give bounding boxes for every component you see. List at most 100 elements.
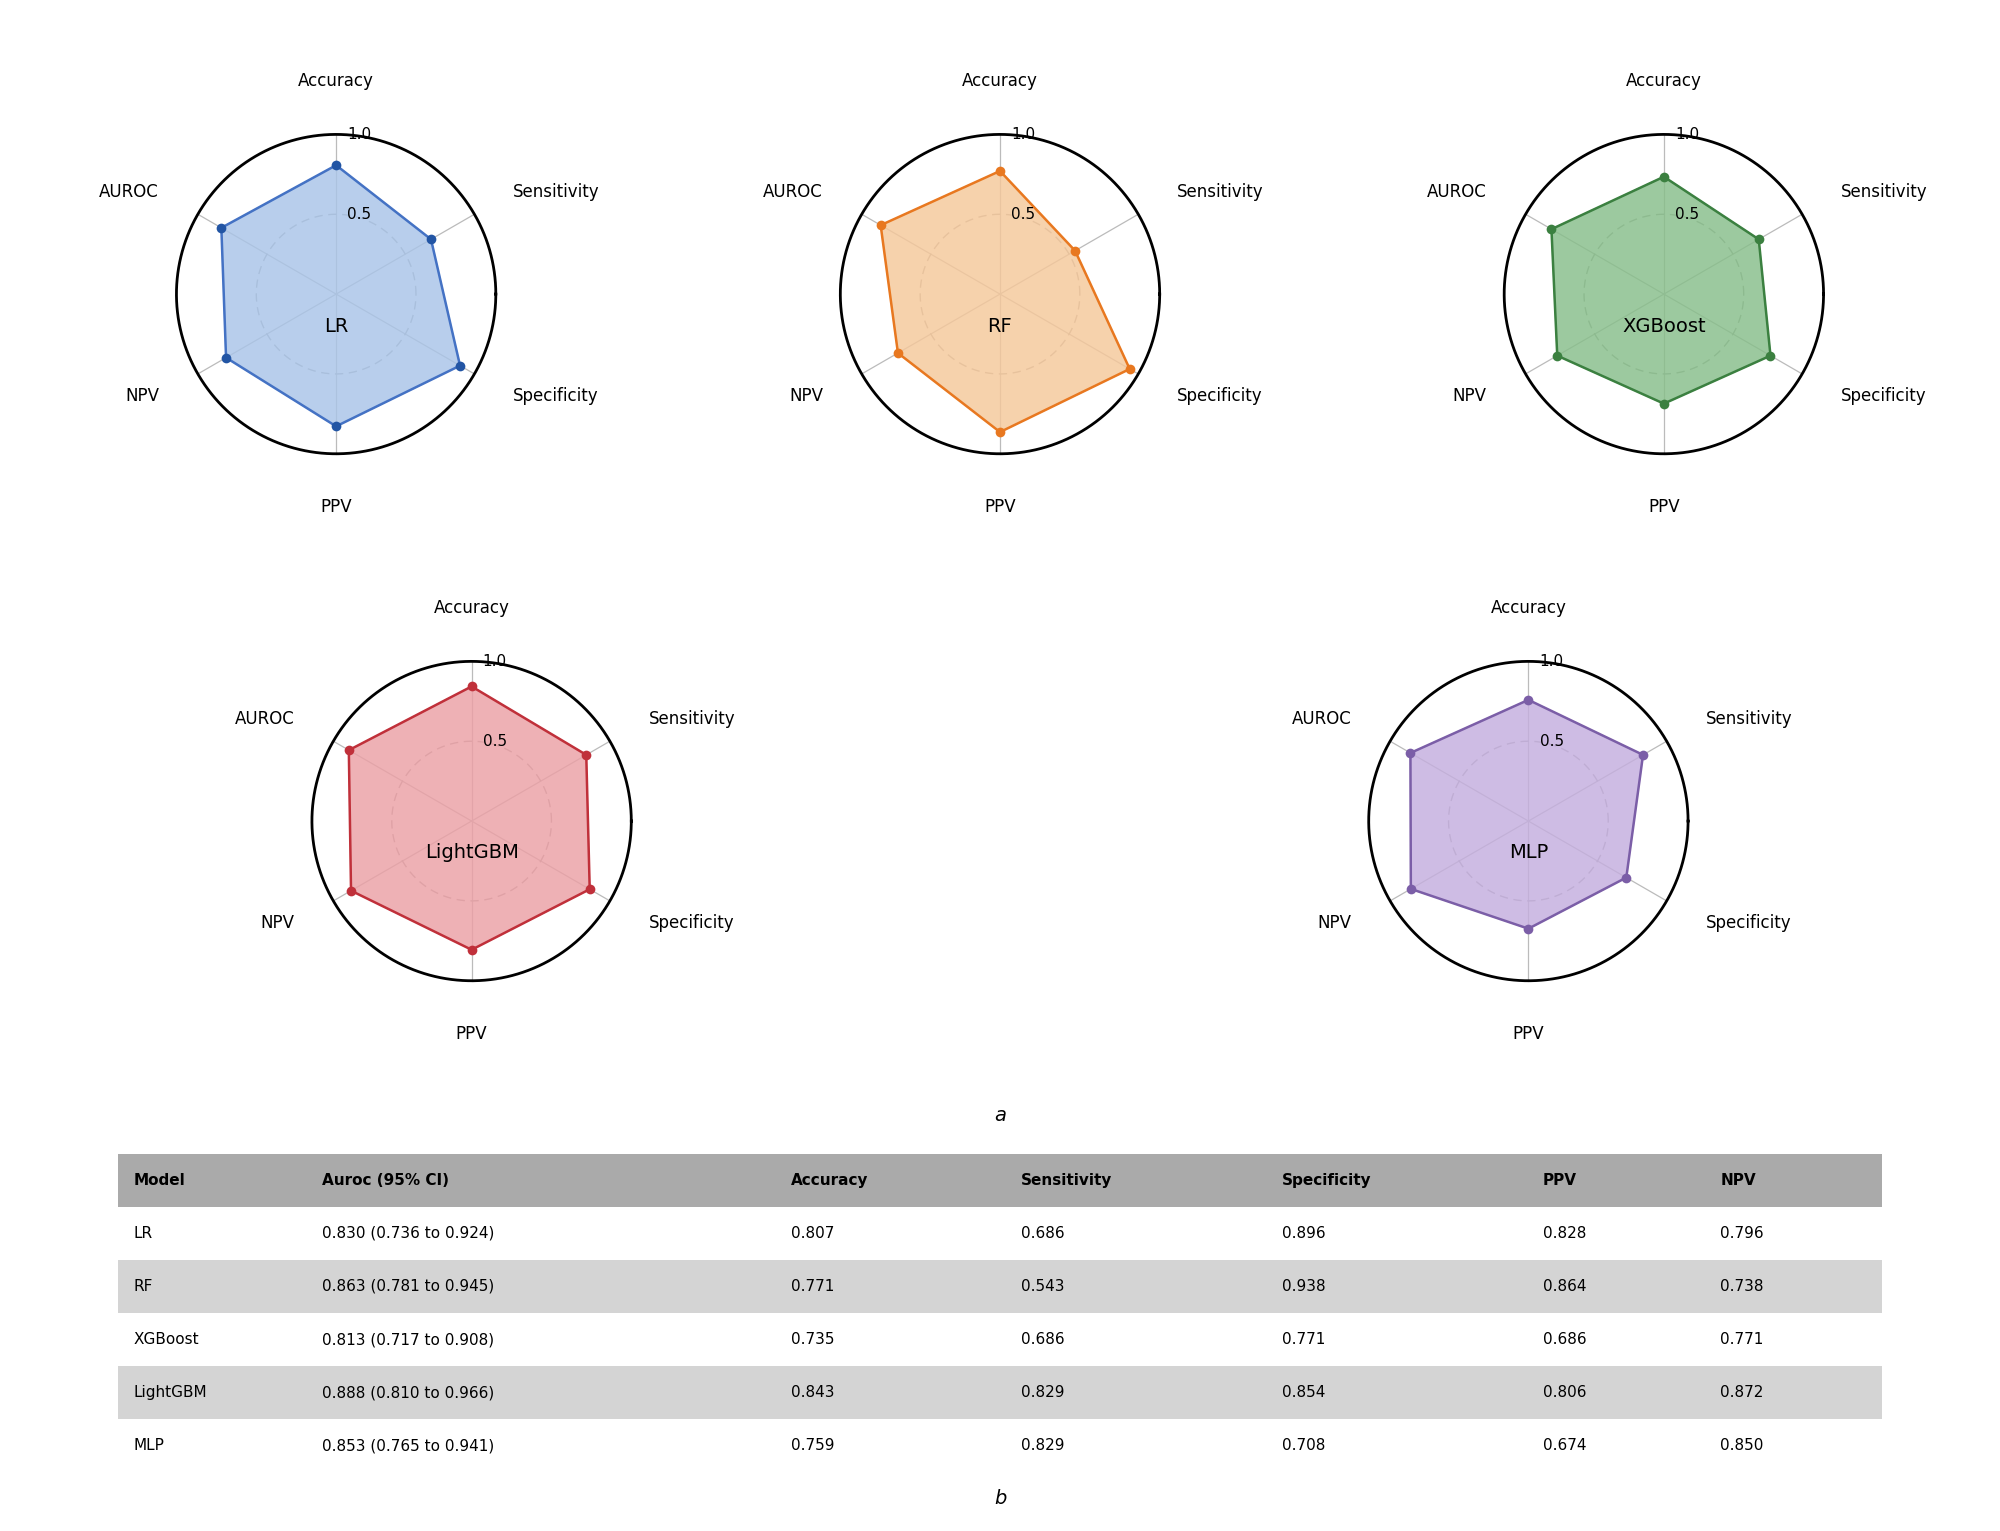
Text: b: b xyxy=(994,1490,1006,1508)
Text: 0.674: 0.674 xyxy=(1542,1439,1586,1453)
Text: 0.771: 0.771 xyxy=(1720,1332,1764,1347)
Text: PPV: PPV xyxy=(456,1026,488,1044)
Text: 0.807: 0.807 xyxy=(792,1226,834,1240)
Text: RF: RF xyxy=(134,1278,154,1294)
Text: Sensitivity: Sensitivity xyxy=(648,710,736,727)
Text: 0.850: 0.850 xyxy=(1720,1439,1764,1453)
Polygon shape xyxy=(880,171,1130,432)
Text: Accuracy: Accuracy xyxy=(434,599,510,617)
Text: 1.0: 1.0 xyxy=(348,127,372,142)
Text: 0.896: 0.896 xyxy=(1282,1226,1326,1240)
Text: Sensitivity: Sensitivity xyxy=(1020,1173,1112,1188)
Text: Accuracy: Accuracy xyxy=(1490,599,1566,617)
Bar xyxy=(118,1419,1882,1473)
Text: 0.806: 0.806 xyxy=(1542,1386,1586,1401)
Text: XGBoost: XGBoost xyxy=(1622,317,1706,335)
Polygon shape xyxy=(1410,700,1644,929)
Text: LR: LR xyxy=(324,317,348,335)
Text: MLP: MLP xyxy=(1508,844,1548,862)
Text: 0.938: 0.938 xyxy=(1282,1278,1326,1294)
Text: Specificity: Specificity xyxy=(1178,387,1262,406)
Text: Auroc (95% CI): Auroc (95% CI) xyxy=(322,1173,448,1188)
Text: 0.829: 0.829 xyxy=(1020,1439,1064,1453)
Text: a: a xyxy=(994,1105,1006,1125)
Text: NPV: NPV xyxy=(126,387,160,406)
Polygon shape xyxy=(348,686,590,949)
Text: 1.0: 1.0 xyxy=(1540,654,1564,669)
Text: AUROC: AUROC xyxy=(764,182,822,201)
Text: LR: LR xyxy=(134,1226,152,1240)
Text: 0.829: 0.829 xyxy=(1020,1386,1064,1401)
Text: 1.0: 1.0 xyxy=(1012,127,1036,142)
Text: 0.854: 0.854 xyxy=(1282,1386,1326,1401)
Text: 0.864: 0.864 xyxy=(1542,1278,1586,1294)
Text: 0.543: 0.543 xyxy=(1020,1278,1064,1294)
Text: RF: RF xyxy=(988,317,1012,335)
Text: 0.686: 0.686 xyxy=(1020,1226,1064,1240)
Text: AUROC: AUROC xyxy=(234,710,294,727)
Text: 0.759: 0.759 xyxy=(792,1439,834,1453)
Text: Accuracy: Accuracy xyxy=(1626,72,1702,90)
Text: 0.843: 0.843 xyxy=(792,1386,834,1401)
Text: 0.708: 0.708 xyxy=(1282,1439,1326,1453)
Text: Accuracy: Accuracy xyxy=(792,1173,868,1188)
Text: 0.5: 0.5 xyxy=(1012,207,1036,222)
Text: NPV: NPV xyxy=(788,387,822,406)
Text: Sensitivity: Sensitivity xyxy=(1840,182,1928,201)
Text: PPV: PPV xyxy=(984,499,1016,516)
Bar xyxy=(118,1366,1882,1419)
Text: 0.863 (0.781 to 0.945): 0.863 (0.781 to 0.945) xyxy=(322,1278,494,1294)
Text: 0.686: 0.686 xyxy=(1020,1332,1064,1347)
Bar xyxy=(118,1260,1882,1314)
Text: Specificity: Specificity xyxy=(514,387,598,406)
Text: LightGBM: LightGBM xyxy=(424,844,518,862)
Text: 0.813 (0.717 to 0.908): 0.813 (0.717 to 0.908) xyxy=(322,1332,494,1347)
Text: XGBoost: XGBoost xyxy=(134,1332,200,1347)
Polygon shape xyxy=(1552,176,1770,404)
Polygon shape xyxy=(222,165,460,426)
Text: AUROC: AUROC xyxy=(1292,710,1352,727)
Text: LightGBM: LightGBM xyxy=(134,1386,208,1401)
Text: 0.830 (0.736 to 0.924): 0.830 (0.736 to 0.924) xyxy=(322,1226,494,1240)
Text: NPV: NPV xyxy=(260,914,294,932)
Text: 0.828: 0.828 xyxy=(1542,1226,1586,1240)
Text: NPV: NPV xyxy=(1720,1173,1756,1188)
Text: 0.872: 0.872 xyxy=(1720,1386,1764,1401)
Bar xyxy=(118,1206,1882,1260)
Bar xyxy=(118,1153,1882,1206)
Text: 0.738: 0.738 xyxy=(1720,1278,1764,1294)
Text: 0.771: 0.771 xyxy=(1282,1332,1326,1347)
Text: 0.888 (0.810 to 0.966): 0.888 (0.810 to 0.966) xyxy=(322,1386,494,1401)
Text: PPV: PPV xyxy=(1542,1173,1576,1188)
Text: PPV: PPV xyxy=(1512,1026,1544,1044)
Text: 0.5: 0.5 xyxy=(482,733,506,749)
Text: 0.796: 0.796 xyxy=(1720,1226,1764,1240)
Text: NPV: NPV xyxy=(1452,387,1486,406)
Text: AUROC: AUROC xyxy=(1428,182,1486,201)
Text: Specificity: Specificity xyxy=(648,914,734,932)
Text: MLP: MLP xyxy=(134,1439,164,1453)
Text: Accuracy: Accuracy xyxy=(962,72,1038,90)
Text: Specificity: Specificity xyxy=(1706,914,1792,932)
Text: 1.0: 1.0 xyxy=(1676,127,1700,142)
Text: Specificity: Specificity xyxy=(1840,387,1926,406)
Text: PPV: PPV xyxy=(1648,499,1680,516)
Text: 0.5: 0.5 xyxy=(1540,733,1564,749)
Text: Specificity: Specificity xyxy=(1282,1173,1372,1188)
Text: PPV: PPV xyxy=(320,499,352,516)
Text: Model: Model xyxy=(134,1173,186,1188)
Text: NPV: NPV xyxy=(1318,914,1352,932)
Text: 1.0: 1.0 xyxy=(482,654,506,669)
Text: AUROC: AUROC xyxy=(100,182,160,201)
Text: 0.5: 0.5 xyxy=(1676,207,1700,222)
Text: 0.686: 0.686 xyxy=(1542,1332,1586,1347)
Text: 0.5: 0.5 xyxy=(348,207,372,222)
Text: Sensitivity: Sensitivity xyxy=(514,182,600,201)
Text: Sensitivity: Sensitivity xyxy=(1706,710,1792,727)
Text: Sensitivity: Sensitivity xyxy=(1178,182,1264,201)
Bar xyxy=(118,1314,1882,1366)
Text: 0.735: 0.735 xyxy=(792,1332,834,1347)
Text: Accuracy: Accuracy xyxy=(298,72,374,90)
Text: 0.771: 0.771 xyxy=(792,1278,834,1294)
Text: 0.853 (0.765 to 0.941): 0.853 (0.765 to 0.941) xyxy=(322,1439,494,1453)
